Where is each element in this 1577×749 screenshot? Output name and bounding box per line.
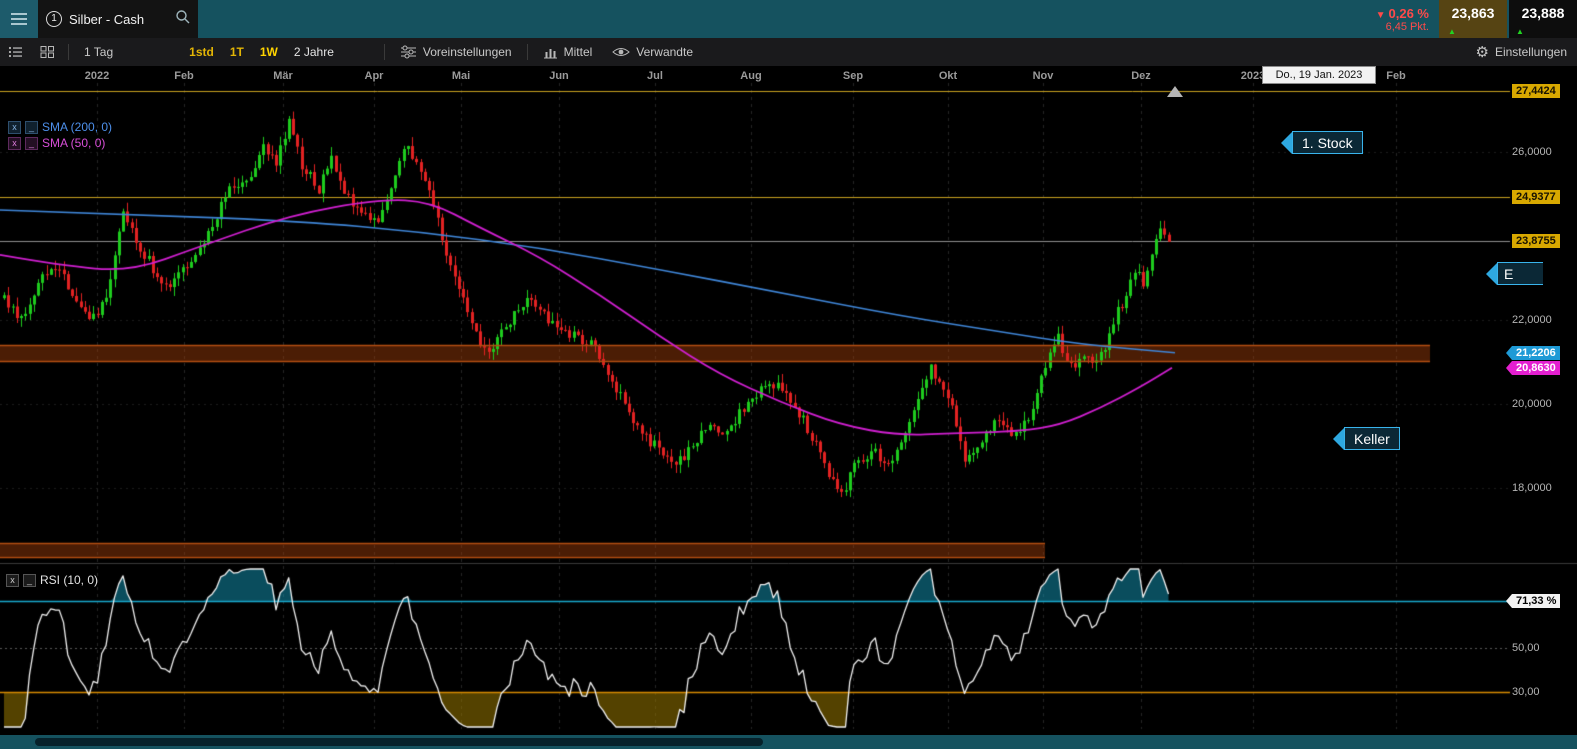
- chart-toolbar: 1 Tag 1std 1T 1W 2 Jahre Voreinstellunge…: [0, 38, 1577, 67]
- ask-price-box[interactable]: 23,888 ▲: [1509, 0, 1577, 38]
- axis-month-label: Aug: [740, 70, 761, 82]
- period-dropdown[interactable]: 1 Tag: [74, 38, 123, 66]
- axis-month-label: Mär: [273, 70, 293, 82]
- axis-month-label: Mai: [452, 70, 470, 82]
- eye-icon: [612, 46, 630, 58]
- up-triangle-icon: ▲: [1448, 27, 1456, 36]
- toolbar-separator: [68, 44, 69, 60]
- sma50-label: SMA (50, 0): [42, 136, 105, 150]
- price-axis-tag: 23,8755: [1512, 234, 1560, 248]
- gear-icon: ⚙: [1475, 43, 1488, 61]
- price-axis-tag: 24,9377: [1512, 190, 1560, 204]
- presets-label: Voreinstellungen: [423, 45, 512, 59]
- sma200-legend: x _ SMA (200, 0): [8, 120, 112, 134]
- up-triangle-icon: ▲: [1516, 27, 1524, 36]
- axis-month-label: Feb: [1386, 70, 1406, 82]
- indicators-button[interactable]: Mittel: [533, 38, 603, 66]
- change-percent: 0,26 %: [1389, 6, 1429, 21]
- bid-price: 23,863: [1452, 5, 1495, 38]
- change-points: 6,45 Pkt.: [1386, 21, 1429, 33]
- price-axis-tag: 21,2206: [1512, 346, 1560, 360]
- top-bar: 1 Silber - Cash ▼0,26 % 6,45 Pkt. 23,863…: [0, 0, 1577, 38]
- related-label: Verwandte: [636, 45, 693, 59]
- chart-area: 2022FebMärAprMaiJunJulAugSepOktNovDez202…: [0, 67, 1577, 735]
- sma200-minimize-button[interactable]: _: [25, 121, 38, 134]
- axis-month-label: Dez: [1131, 70, 1151, 82]
- timeframe-2jahre-button[interactable]: 2 Jahre: [286, 38, 342, 66]
- news-list-button[interactable]: [0, 38, 32, 66]
- quote-change-block: ▼0,26 % 6,45 Pkt.: [1376, 0, 1429, 38]
- search-icon[interactable]: [175, 9, 190, 29]
- settings-label: Einstellungen: [1495, 45, 1567, 59]
- axis-month-label: Feb: [174, 70, 194, 82]
- price-axis-tag: 20,8630: [1512, 361, 1560, 375]
- rsi-axis-tag: 30,00: [1512, 685, 1540, 699]
- date-tooltip: Do., 19 Jan. 2023: [1262, 66, 1376, 84]
- price-axis-tag: 18,0000: [1512, 481, 1552, 495]
- annotation-1-stock[interactable]: 1. Stock: [1281, 131, 1363, 154]
- timeframe-1std-button[interactable]: 1std: [181, 38, 222, 66]
- presets-button[interactable]: Voreinstellungen: [390, 38, 522, 66]
- change-percent-row: ▼0,26 %: [1376, 6, 1429, 21]
- sma200-label: SMA (200, 0): [42, 120, 112, 134]
- sliders-icon: [400, 45, 417, 59]
- instrument-name: Silber - Cash: [69, 12, 168, 27]
- rsi-axis-tag: 71,33 %: [1512, 594, 1560, 608]
- axis-month-label: 2022: [85, 70, 109, 82]
- bid-price-box[interactable]: 23,863 ▲: [1439, 0, 1507, 38]
- related-button[interactable]: Verwandte: [602, 38, 703, 66]
- axis-month-label: Sep: [843, 70, 863, 82]
- timeframe-1w-button[interactable]: 1W: [252, 38, 286, 66]
- sma50-close-button[interactable]: x: [8, 137, 21, 150]
- instrument-number-badge: 1: [46, 11, 62, 27]
- rsi-legend: x _ RSI (10, 0): [6, 573, 98, 587]
- ask-price: 23,888: [1522, 5, 1565, 38]
- price-axis-tag: 20,0000: [1512, 397, 1552, 411]
- timeframe-1t-button[interactable]: 1T: [222, 38, 252, 66]
- sma200-close-button[interactable]: x: [8, 121, 21, 134]
- axis-month-label: Okt: [939, 70, 957, 82]
- axis-slider-handle[interactable]: [1167, 86, 1183, 97]
- scrollbar-thumb[interactable]: [35, 738, 763, 746]
- axis-month-label: Apr: [365, 70, 384, 82]
- sma50-minimize-button[interactable]: _: [25, 137, 38, 150]
- sma50-legend: x _ SMA (50, 0): [8, 136, 105, 150]
- quote-panel: ▼0,26 % 6,45 Pkt. 23,863 ▲ 23,888 ▲: [1376, 0, 1577, 38]
- rsi-minimize-button[interactable]: _: [23, 574, 36, 587]
- grid-icon: [40, 45, 55, 59]
- toolbar-separator: [384, 44, 385, 60]
- down-triangle-icon: ▼: [1376, 10, 1386, 21]
- axis-month-label: Jul: [647, 70, 663, 82]
- axis-month-label: Jun: [549, 70, 569, 82]
- rsi-label: RSI (10, 0): [40, 573, 98, 587]
- annotation-keller[interactable]: Keller: [1333, 427, 1400, 450]
- toolbar-separator: [527, 44, 528, 60]
- axis-month-label: Nov: [1033, 70, 1054, 82]
- list-icon: [8, 45, 24, 59]
- bar-chart-icon: [543, 45, 558, 59]
- rsi-close-button[interactable]: x: [6, 574, 19, 587]
- settings-button[interactable]: ⚙ Einstellungen: [1465, 38, 1577, 66]
- horizontal-scrollbar: [0, 735, 1577, 749]
- instrument-selector[interactable]: 1 Silber - Cash: [38, 0, 198, 38]
- rsi-axis-tag: 50,00: [1512, 641, 1540, 655]
- compare-grid-button[interactable]: [32, 38, 63, 66]
- hamburger-icon: [11, 13, 27, 15]
- price-axis-tag: 26,0000: [1512, 145, 1552, 159]
- hamburger-menu-button[interactable]: [0, 0, 38, 38]
- annotation-e[interactable]: E: [1486, 262, 1543, 285]
- price-axis-tag: 27,4424: [1512, 84, 1560, 98]
- price-chart-canvas[interactable]: [0, 67, 1577, 735]
- indicators-label: Mittel: [564, 45, 593, 59]
- trading-app-window: 1 Silber - Cash ▼0,26 % 6,45 Pkt. 23,863…: [0, 0, 1577, 749]
- price-axis-tag: 22,0000: [1512, 313, 1552, 327]
